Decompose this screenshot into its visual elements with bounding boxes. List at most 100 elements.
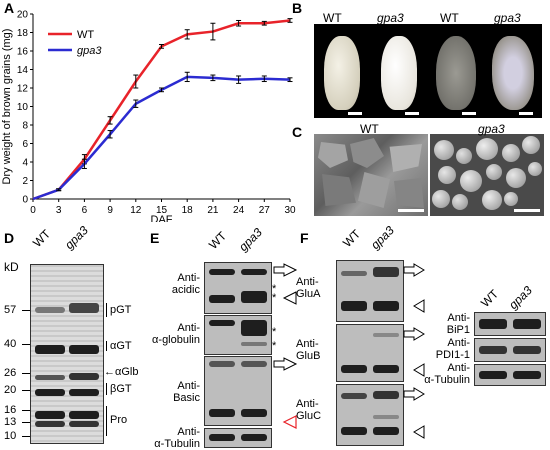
- scale-bar: [348, 112, 362, 115]
- y-tick-label: 6: [22, 139, 28, 150]
- side-lane-wt: WT: [478, 286, 502, 310]
- label-anti-pdi: Anti- PDI1-1: [435, 337, 470, 361]
- y-tick-label: 12: [17, 84, 29, 95]
- wt-grain-1: [324, 36, 360, 110]
- x-tick-label: 12: [130, 205, 142, 216]
- gel-d: [30, 264, 104, 444]
- blot-f-gluc: [336, 384, 404, 446]
- kd-label: kD: [4, 260, 19, 274]
- label-anti-globulin: Anti- α-globulin: [152, 322, 200, 346]
- e-lane-gpa3: gpa3: [236, 225, 265, 254]
- y-tick-label: 18: [17, 28, 29, 39]
- y-tick-label: 2: [22, 176, 28, 187]
- label-aglb: ←αGlb: [104, 366, 139, 378]
- asterisk-4: *: [272, 340, 277, 352]
- asterisk-2: *: [272, 292, 277, 304]
- blot-pdi: [474, 338, 546, 362]
- x-tick-label: 0: [30, 205, 36, 216]
- x-tick-label: 3: [56, 205, 62, 216]
- panel-a-label: A: [4, 0, 15, 16]
- y-tick-label: 0: [22, 195, 28, 206]
- panel-d-label: D: [4, 230, 15, 246]
- hollow-arrow-icon: [403, 327, 425, 341]
- b-label-wt-1: WT: [323, 11, 342, 25]
- x-tick-label: 30: [284, 205, 296, 216]
- hollow-triangle-icon: [413, 299, 425, 313]
- x-tick-label: 6: [82, 205, 88, 216]
- y-tick-label: 20: [17, 10, 29, 21]
- y-tick-label: 4: [22, 158, 28, 169]
- blot-e-globulin: [204, 315, 272, 355]
- b-label-gpa3-1: gpa3: [377, 11, 404, 25]
- x-tick-label: 9: [107, 205, 113, 216]
- y-tick-label: 14: [17, 65, 29, 76]
- x-tick-label: 21: [207, 205, 219, 216]
- sem-wt: [314, 134, 428, 216]
- blot-e-basic: [204, 356, 272, 426]
- hollow-triangle-icon: [282, 291, 297, 305]
- legend-label-gpa3: gpa3: [77, 45, 102, 57]
- x-tick-label: 15: [156, 205, 168, 216]
- label-agt: αGT: [110, 340, 132, 352]
- marker-16: 16: [4, 404, 17, 416]
- x-tick-label: 27: [259, 205, 271, 216]
- hollow-arrow-icon: [403, 387, 425, 401]
- scale-bar: [519, 112, 533, 115]
- d-lane-gpa3: gpa3: [62, 223, 91, 252]
- blot-e-acidic: [204, 262, 272, 314]
- c-label-gpa3: gpa3: [478, 122, 505, 136]
- b-label-gpa3-2: gpa3: [494, 11, 521, 25]
- label-anti-tubulin-e: Anti- α-Tubulin: [154, 426, 200, 450]
- label-anti-gluc: Anti- GluC: [296, 398, 322, 422]
- label-anti-basic: Anti- Basic: [173, 380, 200, 404]
- label-anti-acidic: Anti- acidic: [171, 272, 200, 296]
- label-anti-tubulin-f: Anti- α-Tubulin: [424, 362, 470, 386]
- e-lane-wt: WT: [206, 228, 230, 252]
- label-pro: Pro: [110, 414, 128, 426]
- scale-bar: [514, 209, 540, 212]
- label-pgt: pGT: [110, 304, 132, 316]
- label-anti-bip1: Anti- BiP1: [446, 312, 470, 336]
- e-markers: [273, 263, 298, 429]
- y-tick-label: 8: [22, 121, 28, 132]
- marker-10: 10: [4, 430, 17, 442]
- hollow-arrow-icon: [273, 357, 298, 371]
- x-tick-label: 18: [182, 205, 194, 216]
- x-axis-label: DAF: [151, 214, 173, 222]
- b-label-wt-2: WT: [440, 11, 459, 25]
- hollow-arrow-icon: [403, 263, 425, 277]
- y-axis-label: Dry weight of brown grains (mg): [1, 29, 13, 185]
- scale-bar: [405, 112, 419, 115]
- d-lane-wt: WT: [30, 226, 54, 250]
- f-lane-gpa3: gpa3: [368, 223, 397, 252]
- blot-tubulin-f: [474, 364, 546, 386]
- wt-grain-cross: [436, 36, 476, 110]
- blot-e-tubulin: [204, 428, 272, 448]
- gpa3-grain-cross: [492, 36, 534, 110]
- panel-b-label: B: [292, 0, 303, 16]
- y-tick-label: 16: [17, 47, 29, 58]
- marker-20: 20: [4, 384, 17, 396]
- panel-f-label: F: [300, 230, 309, 246]
- legend-label-WT: WT: [77, 29, 94, 41]
- asterisk-1: *: [272, 283, 277, 295]
- hollow-triangle-icon: [413, 425, 425, 439]
- c-label-wt: WT: [360, 122, 379, 136]
- marker-26: 26: [4, 367, 17, 379]
- chart-a: 0 3 6 9 12 15 18 21 24 27 3002468101214161820DAFDr…: [1, 10, 296, 223]
- grain-photos: [314, 24, 542, 118]
- side-lane-gpa3: gpa3: [506, 283, 535, 312]
- red-triangle-icon: [282, 415, 297, 429]
- asterisk-3: *: [272, 326, 277, 338]
- blot-f-glub: [336, 324, 404, 382]
- gpa3-grain-1: [381, 36, 417, 110]
- panel-e-label: E: [150, 230, 160, 246]
- sem-gpa3: [430, 134, 544, 216]
- marker-40: 40: [4, 338, 17, 350]
- panel-c-label: C: [292, 124, 303, 140]
- hollow-arrow-icon: [273, 263, 298, 277]
- scale-bar: [462, 112, 476, 115]
- label-bgt: βGT: [110, 383, 132, 395]
- f-markers: [403, 263, 425, 439]
- label-anti-glua: Anti- GluA: [296, 276, 321, 300]
